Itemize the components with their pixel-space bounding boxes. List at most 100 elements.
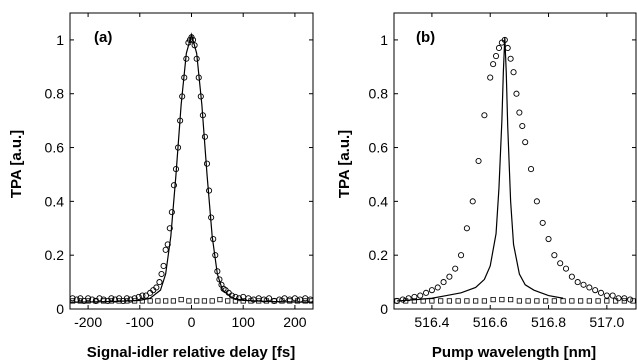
panel-b-square-point bbox=[499, 296, 505, 303]
panel-a-square-point bbox=[201, 298, 208, 304]
panel-b-circle-point bbox=[490, 61, 497, 68]
panel-a-circle-point bbox=[232, 293, 239, 300]
panel-b-square-point bbox=[621, 298, 627, 304]
panel-b-circle-point bbox=[519, 122, 526, 130]
panel-b-y-tick-label: 0 bbox=[380, 301, 388, 317]
panel-a-circle-point bbox=[168, 209, 175, 216]
panel-b-circle-point bbox=[513, 90, 520, 97]
panel-a-circle-point bbox=[111, 296, 119, 303]
panel-b-circle-point bbox=[458, 252, 465, 259]
panel-a-y-axis-label: TPA [a.u.] bbox=[8, 130, 25, 198]
panel-a-axes-box bbox=[69, 12, 314, 310]
panel-b-square-point bbox=[543, 298, 549, 304]
panel-b-circle-point bbox=[586, 284, 593, 291]
panel-a-ticks: -200 -100 0 100 200 0 0.2 0.4 0.6 0.8 1 bbox=[45, 13, 313, 330]
panel-b-circle-point bbox=[539, 219, 546, 226]
panel-b-square-point bbox=[604, 298, 610, 304]
panel-a-y-tick-label: 1 bbox=[56, 32, 64, 48]
panel-b: 516.4 516.6 516.8 517.0 0 0.2 0.4 0.6 0.8 1 (b) P… bbox=[336, 12, 637, 361]
panel-a-circle-point bbox=[153, 284, 160, 291]
panel-b-circle-point bbox=[597, 289, 605, 296]
panel-b-circle-point bbox=[507, 55, 514, 62]
panel-a-circle-point bbox=[170, 182, 177, 189]
panel-b-circle-point bbox=[574, 279, 581, 286]
panel-a-square-point bbox=[163, 298, 169, 304]
panel-b-square-point bbox=[455, 298, 461, 304]
panel-a-label: (a) bbox=[94, 29, 112, 46]
panel-b-square-point bbox=[630, 298, 636, 304]
panel-b-circle-point bbox=[533, 198, 540, 205]
panel-b-circle-point bbox=[399, 296, 406, 303]
panel-a-square-point bbox=[287, 298, 293, 304]
panel-b-circle-point bbox=[603, 292, 610, 299]
panel-a-square-point bbox=[302, 298, 308, 304]
panel-a-circle-point bbox=[166, 225, 173, 232]
panel-a-circle-point bbox=[156, 279, 163, 286]
panel-b-circle-point bbox=[417, 292, 424, 299]
panel-b-y-axis-label: TPA [a.u.] bbox=[336, 130, 353, 198]
panel-b-x-tick-label: 516.8 bbox=[531, 314, 566, 330]
panel-b-label: (b) bbox=[416, 29, 435, 46]
panel-b-circle-point bbox=[492, 53, 500, 60]
panel-a-square-point bbox=[77, 298, 83, 304]
panel-a-x-axis-label: Signal-idler relative delay [fs] bbox=[87, 344, 295, 361]
panel-b-circle-point bbox=[609, 292, 616, 299]
panel-b-circle-point bbox=[522, 139, 529, 146]
panel-a-square-point bbox=[147, 298, 153, 304]
panel-b-square-point bbox=[508, 296, 514, 303]
panel-a-square-point bbox=[139, 298, 145, 304]
panel-a-circle-point bbox=[162, 246, 169, 253]
panel-b-circle-point bbox=[440, 279, 447, 286]
panel-a-square-point bbox=[186, 298, 192, 304]
panel-b-square-point bbox=[551, 298, 557, 304]
panel-b-circle-point bbox=[475, 157, 482, 165]
panel-a-circle-point bbox=[160, 262, 167, 270]
panel-b-circle-point bbox=[510, 69, 517, 76]
panel-a-circle-point bbox=[96, 295, 103, 302]
panel-b-circle-point bbox=[562, 265, 570, 272]
panel-a-square-point bbox=[93, 298, 99, 304]
panel-a-circle-point bbox=[80, 297, 88, 304]
panel-b-square-point bbox=[586, 298, 592, 304]
panel-b-circle-point bbox=[495, 44, 503, 52]
panel-b-ticks: 516.4 516.6 516.8 517.0 0 0.2 0.4 0.6 0.8 1 bbox=[369, 13, 636, 330]
panel-b-x-tick-label: 517.0 bbox=[589, 314, 624, 330]
panel-b-y-tick-label: 0.8 bbox=[369, 86, 389, 102]
panel-a-y-tick-label: 0.4 bbox=[45, 193, 65, 209]
panel-b-circle-point bbox=[627, 296, 634, 303]
panel-b-square-point bbox=[438, 298, 444, 304]
panel-b-square-point bbox=[490, 296, 496, 303]
panel-b-circle-point bbox=[592, 287, 599, 294]
panel-a-square-point bbox=[155, 298, 161, 304]
panel-b-square-point bbox=[516, 298, 522, 304]
panel-a-square-point bbox=[170, 298, 176, 304]
panel-a-circle-point bbox=[127, 296, 134, 303]
panel-a-circle-point bbox=[164, 241, 171, 248]
panel-a-square-point bbox=[279, 298, 285, 304]
panel-b-circle-point bbox=[621, 295, 628, 302]
panel-b-circle-point bbox=[615, 295, 622, 302]
panel-b-square-point bbox=[612, 298, 619, 304]
panel-a-square-point bbox=[308, 298, 313, 304]
panel-a-circle-point bbox=[158, 270, 165, 278]
panel-b-circle-point bbox=[446, 273, 453, 280]
panel-b-x-axis-label: Pump wavelength [nm] bbox=[432, 344, 596, 361]
panel-b-axes-box bbox=[393, 12, 637, 310]
panel-b-circle-point bbox=[463, 225, 470, 232]
panel-a-y-tick-label: 0.2 bbox=[45, 247, 65, 263]
panel-a-circle-point bbox=[139, 292, 146, 299]
panel-a-fit-line bbox=[70, 32, 313, 303]
panel-b-circle-point bbox=[423, 289, 430, 296]
panel-b-square-point bbox=[560, 298, 566, 304]
panel-b-square-point bbox=[534, 298, 540, 304]
panel-b-square-point bbox=[578, 298, 584, 304]
panel-b-y-tick-label: 0.4 bbox=[369, 193, 389, 209]
panel-b-square-point bbox=[595, 298, 601, 304]
panel-b-y-tick-label: 0.2 bbox=[369, 247, 389, 263]
panel-b-circle-point bbox=[469, 198, 476, 205]
panel-a-x-tick-label: -100 bbox=[126, 314, 154, 330]
panel-b-circle-point bbox=[487, 74, 494, 81]
panel-b-circle-point bbox=[580, 281, 587, 288]
panel-b-circle-point bbox=[452, 265, 459, 272]
panel-b-circle-point bbox=[434, 284, 441, 291]
